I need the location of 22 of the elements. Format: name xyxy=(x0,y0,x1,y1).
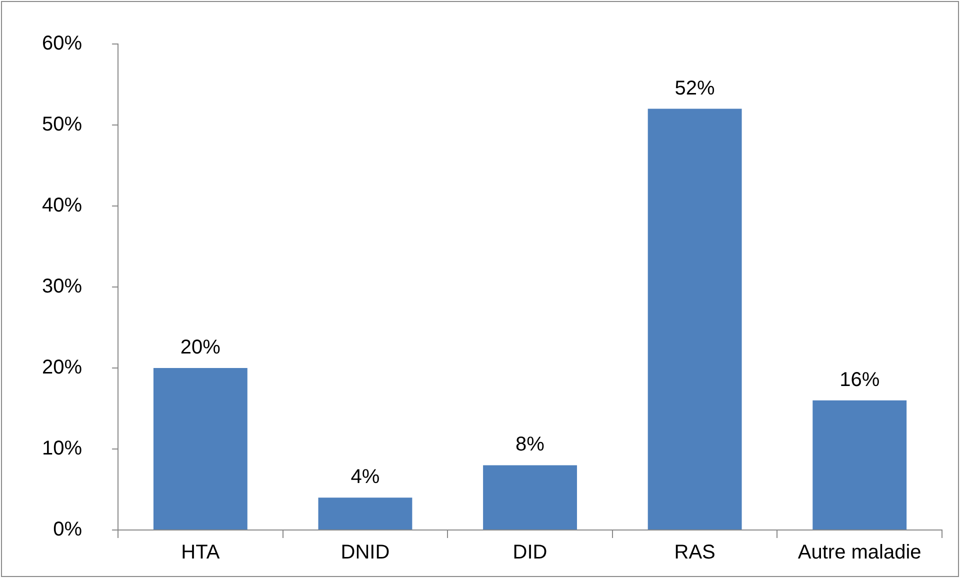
y-tick-label: 0% xyxy=(53,518,82,541)
data-label: 52% xyxy=(674,77,716,100)
data-label: 4% xyxy=(350,466,380,488)
data-label: 8% xyxy=(516,434,545,456)
data-label: 20% xyxy=(180,336,221,359)
y-tick-label: 30% xyxy=(42,276,82,298)
bar xyxy=(648,108,742,530)
x-tick-label: DNID xyxy=(340,542,390,564)
bar xyxy=(318,498,412,530)
y-tick-label: 40% xyxy=(42,194,82,217)
x-tick-label: RAS xyxy=(674,542,716,564)
bar xyxy=(812,400,907,530)
x-tick-label: HTA xyxy=(181,542,220,564)
x-tick-label: Autre maladie xyxy=(798,542,922,564)
y-tick-label: 20% xyxy=(42,356,82,379)
y-tick-label: 10% xyxy=(42,438,82,460)
y-tick-label: 60% xyxy=(42,32,82,55)
bar xyxy=(153,368,248,530)
x-tick-label: DID xyxy=(512,542,548,564)
data-label: 16% xyxy=(840,368,880,391)
bar xyxy=(483,465,577,530)
y-tick-label: 50% xyxy=(42,114,82,136)
